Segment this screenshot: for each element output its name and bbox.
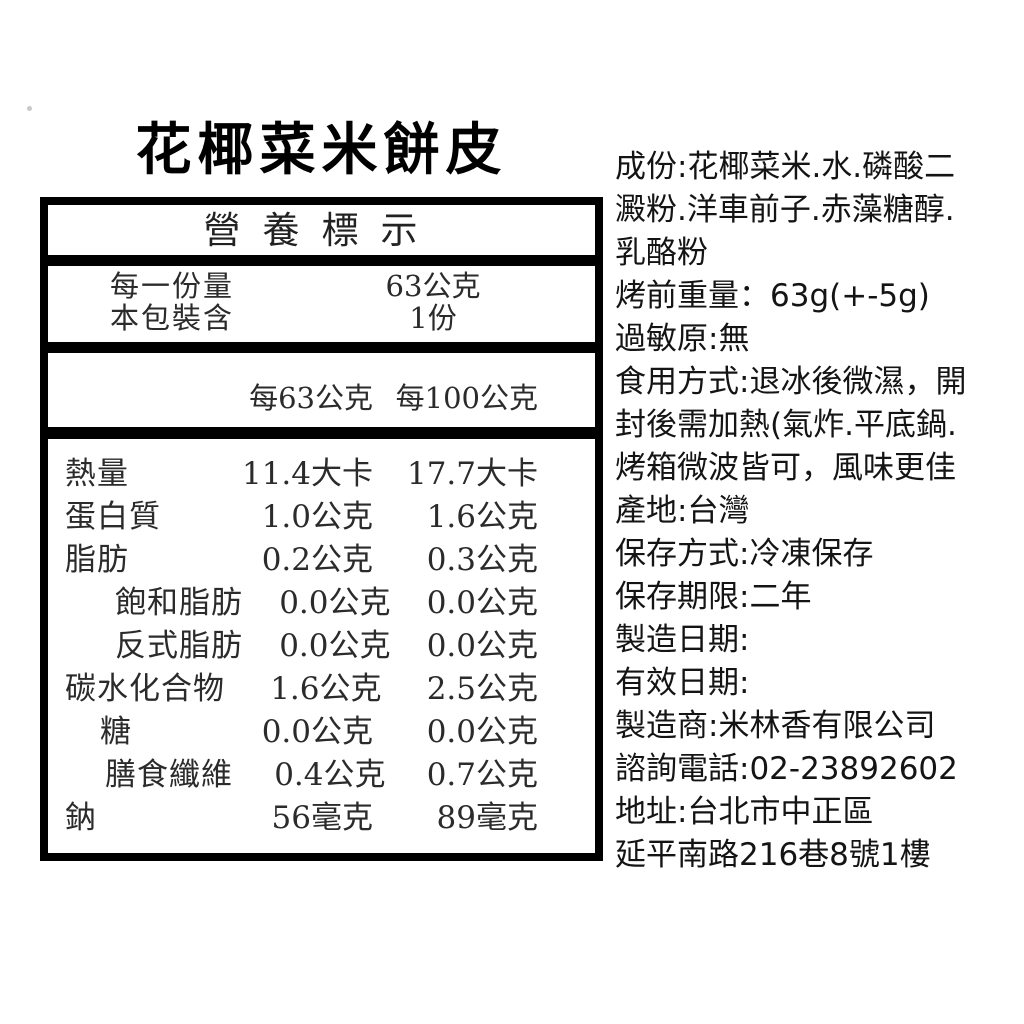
info-usage-line-3: 烤箱微波皆可，風味更佳: [615, 450, 956, 486]
servings-per-package-row: 本包裝含 1份: [48, 302, 595, 334]
nutrient-row-sugar: 糖 0.0公克 0.0公克: [48, 711, 538, 754]
info-origin: 產地:台灣: [615, 493, 750, 529]
nutrient-per-serving-value: 56毫克: [271, 800, 373, 836]
nutrient-per-100g-value: 2.5公克: [426, 671, 538, 707]
serving-size-value: 63公克: [385, 269, 481, 303]
nutrition-table-title: 營養標示: [48, 205, 595, 266]
nutrient-per-serving-value: 0.4公克: [274, 757, 386, 793]
nutrient-per-serving-value: 0.2公克: [261, 542, 373, 578]
serving-info-section: 每一份量 63公克 本包裝含 1份: [48, 266, 595, 353]
nutrient-label: 鈉: [65, 800, 97, 836]
nutrient-label: 熱量: [65, 456, 129, 492]
nutrient-per-serving-value: 1.6公克: [270, 671, 382, 707]
nutrient-row-calories: 熱量 11.4大卡 17.7大卡: [48, 453, 538, 496]
nutrient-per-100g-value: 0.0公克: [426, 714, 538, 750]
servings-per-package-label: 本包裝含: [110, 301, 235, 335]
nutrient-rows-section: 熱量 11.4大卡 17.7大卡 蛋白質 1.0公克 1.6公克 脂肪 0.2公…: [48, 439, 595, 853]
nutrient-label: 膳食纖維: [105, 757, 233, 793]
info-usage-line-2: 封後需加熱(氣炸.平底鍋.: [615, 407, 957, 443]
info-allergen: 過敏原:無: [615, 321, 750, 357]
nutrient-per-100g-value: 0.0公克: [426, 585, 538, 621]
info-manufacture-date: 製造日期:: [615, 622, 750, 658]
serving-size-row: 每一份量 63公克: [48, 270, 595, 302]
nutrient-per-100g-value: 17.7大卡: [406, 456, 538, 492]
column-header-per-100g: 每100公克: [395, 381, 538, 415]
nutrient-per-100g-value: 1.6公克: [426, 499, 538, 535]
nutrient-label: 反式脂肪: [115, 628, 243, 664]
nutrient-per-serving-value: 11.4大卡: [241, 456, 373, 492]
nutrient-row-sodium: 鈉 56毫克 89毫克: [48, 797, 538, 840]
nutrient-per-100g-value: 0.0公克: [426, 628, 538, 664]
nutrient-row-saturated-fat: 飽和脂肪 0.0公克 0.0公克: [48, 582, 538, 625]
info-pre-bake-weight: 烤前重量：63g(+-5g): [615, 278, 930, 314]
nutrient-label: 蛋白質: [65, 499, 161, 535]
nutrient-row-dietary-fiber: 膳食纖維 0.4公克 0.7公克: [48, 754, 538, 797]
nutrient-row-fat: 脂肪 0.2公克 0.3公克: [48, 539, 538, 582]
serving-size-label: 每一份量: [110, 269, 235, 303]
scan-artifact-dot: [27, 106, 32, 111]
info-ingredients-line-1: 成份:花椰菜米.水.磷酸二: [615, 149, 956, 185]
info-address-line-2: 延平南路216巷8號1樓: [615, 837, 931, 873]
nutrient-per-serving-value: 0.0公克: [279, 585, 391, 621]
info-manufacturer: 製造商:米林香有限公司: [615, 708, 936, 744]
nutrient-label: 飽和脂肪: [115, 585, 243, 621]
info-storage-method: 保存方式:冷凍保存: [615, 536, 874, 572]
nutrient-label: 脂肪: [65, 542, 129, 578]
nutrient-per-serving-value: 0.0公克: [261, 714, 373, 750]
nutrient-row-trans-fat: 反式脂肪 0.0公克 0.0公克: [48, 625, 538, 668]
column-header-per-serving: 每63公克: [249, 381, 373, 415]
nutrient-row-carbohydrate: 碳水化合物 1.6公克 2.5公克: [48, 668, 538, 711]
info-usage-line-1: 食用方式:退冰後微濕，開: [615, 364, 967, 400]
info-ingredients-line-3: 乳酪粉: [615, 235, 708, 271]
nutrition-facts-table: 營養標示 每一份量 63公克 本包裝含 1份 每63公克 每100公克 熱量 1…: [40, 197, 603, 861]
info-expiry-date: 有效日期:: [615, 665, 750, 701]
nutrient-per-100g-value: 89毫克: [436, 800, 538, 836]
nutrient-label: 糖: [100, 714, 132, 750]
info-shelf-life: 保存期限:二年: [615, 579, 812, 615]
info-address-line-1: 地址:台北市中正區: [615, 794, 874, 830]
nutrient-per-serving-value: 1.0公克: [261, 499, 373, 535]
nutrient-per-100g-value: 0.3公克: [426, 542, 538, 578]
nutrient-label: 碳水化合物: [65, 671, 225, 707]
column-header-row: 每63公克 每100公克: [48, 353, 595, 439]
nutrient-per-100g-value: 0.7公克: [426, 757, 538, 793]
nutrient-row-protein: 蛋白質 1.0公克 1.6公克: [48, 496, 538, 539]
product-info-panel: 成份:花椰菜米.水.磷酸二 澱粉.洋車前子.赤藻糖醇. 乳酪粉 烤前重量：63g…: [615, 146, 1024, 877]
product-title: 花椰菜米餅皮: [135, 117, 508, 183]
info-phone: 諮詢電話:02-23892602: [615, 751, 958, 787]
info-ingredients-line-2: 澱粉.洋車前子.赤藻糖醇.: [615, 192, 955, 228]
servings-per-package-value: 1份: [409, 301, 457, 335]
nutrient-per-serving-value: 0.0公克: [279, 628, 391, 664]
